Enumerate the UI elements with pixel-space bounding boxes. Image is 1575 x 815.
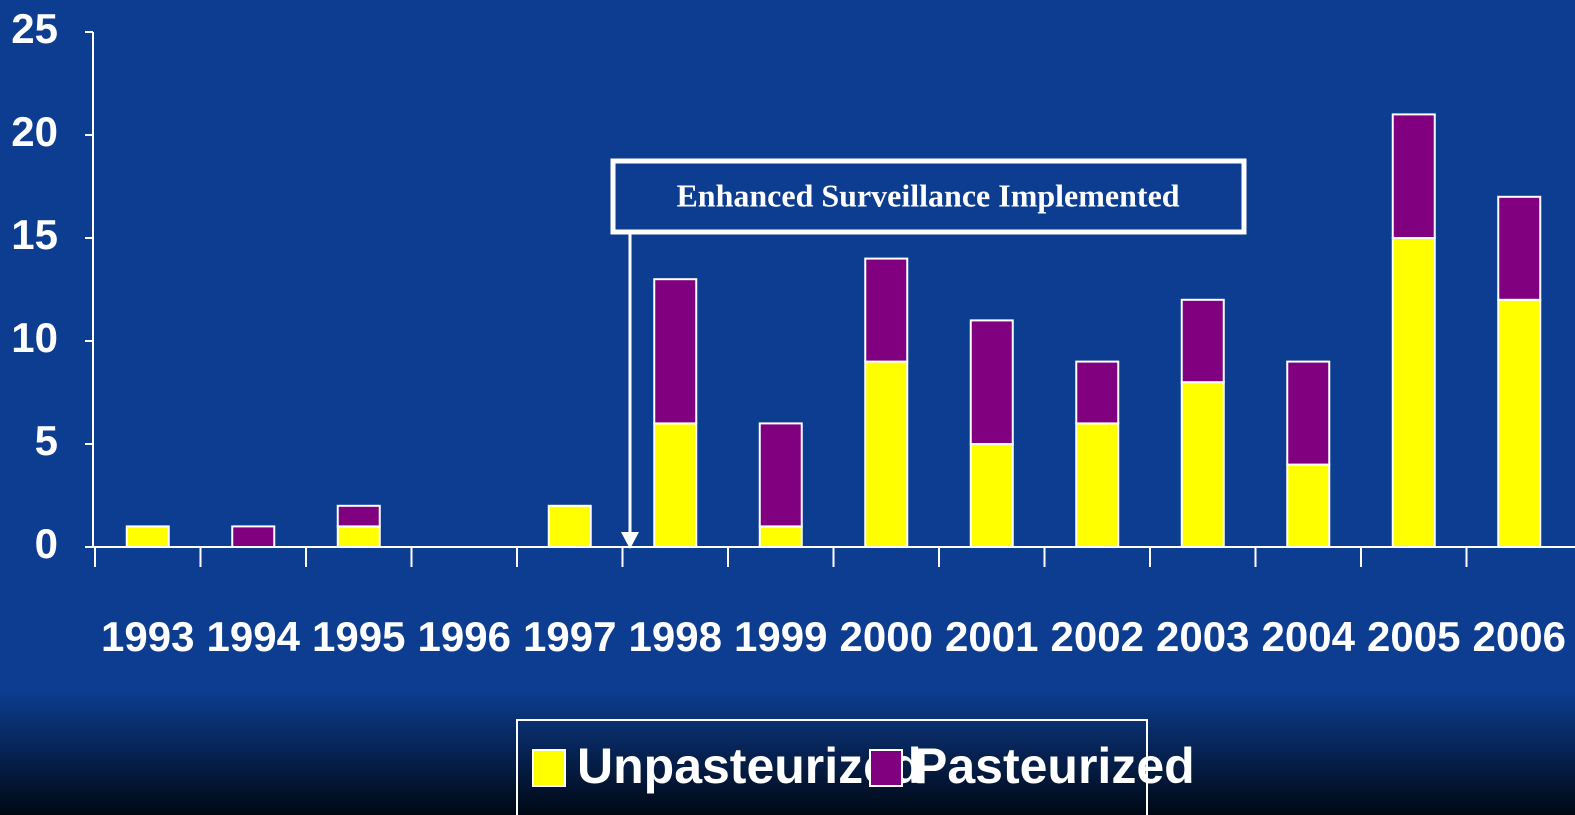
bar-segment [653, 422, 698, 548]
x-tick-label: 2004 [1262, 613, 1356, 660]
bar-segment [1286, 463, 1331, 549]
bar-segment [1497, 298, 1542, 548]
bar-segment [969, 443, 1014, 548]
x-tick-label: 1996 [418, 613, 511, 660]
x-tick-label: 2002 [1051, 613, 1144, 660]
y-tick-label: 5 [35, 417, 58, 464]
x-tick-label: 1994 [207, 613, 301, 660]
legend-swatch [532, 749, 566, 787]
x-tick-label: 1995 [312, 613, 405, 660]
bar-segment [758, 525, 803, 549]
bar-segment [336, 504, 381, 528]
bar-segment [336, 525, 381, 549]
annotation: Enhanced Surveillance Implemented [676, 177, 1179, 213]
arrow-head [621, 532, 639, 549]
legend-label: Unpasteurized [577, 738, 922, 794]
bar-segment [231, 525, 276, 549]
bar-segment [1497, 195, 1542, 301]
bar-segment [1286, 360, 1331, 466]
legend-label: Pasteurized [914, 738, 1195, 794]
x-tick-label: 2003 [1156, 613, 1249, 660]
bar-segment [969, 319, 1014, 445]
x-tick-label: 2001 [945, 613, 1038, 660]
bar-segment [653, 278, 698, 425]
bar-segment [1180, 298, 1225, 384]
bar-segment [1391, 113, 1436, 239]
bar-segment [125, 525, 170, 549]
annotation-box [610, 158, 1247, 235]
bar-segment [1391, 237, 1436, 548]
x-tick-label: 2000 [840, 613, 933, 660]
y-tick-label: 10 [11, 314, 58, 361]
y-tick-label: 20 [11, 108, 58, 155]
y-tick-label: 0 [35, 520, 58, 567]
legend-swatch [869, 749, 903, 787]
bar-segment [864, 360, 909, 548]
bar-segment [864, 257, 909, 363]
x-tick-label: 2006 [1473, 613, 1566, 660]
bar-segment [1075, 360, 1120, 425]
y-tick-label: 25 [11, 5, 58, 52]
bar-segment [1075, 422, 1120, 548]
x-tick-label: 2005 [1367, 613, 1460, 660]
x-tick-label: 1998 [629, 613, 722, 660]
bar-segment [758, 422, 803, 528]
bar-segment [547, 504, 592, 548]
y-tick-label: 15 [11, 211, 58, 258]
x-tick-label: 1997 [523, 613, 616, 660]
x-tick-label: 1999 [734, 613, 827, 660]
x-tick-label: 1993 [101, 613, 194, 660]
bar-segment [1180, 381, 1225, 549]
legend-box [516, 719, 1148, 815]
